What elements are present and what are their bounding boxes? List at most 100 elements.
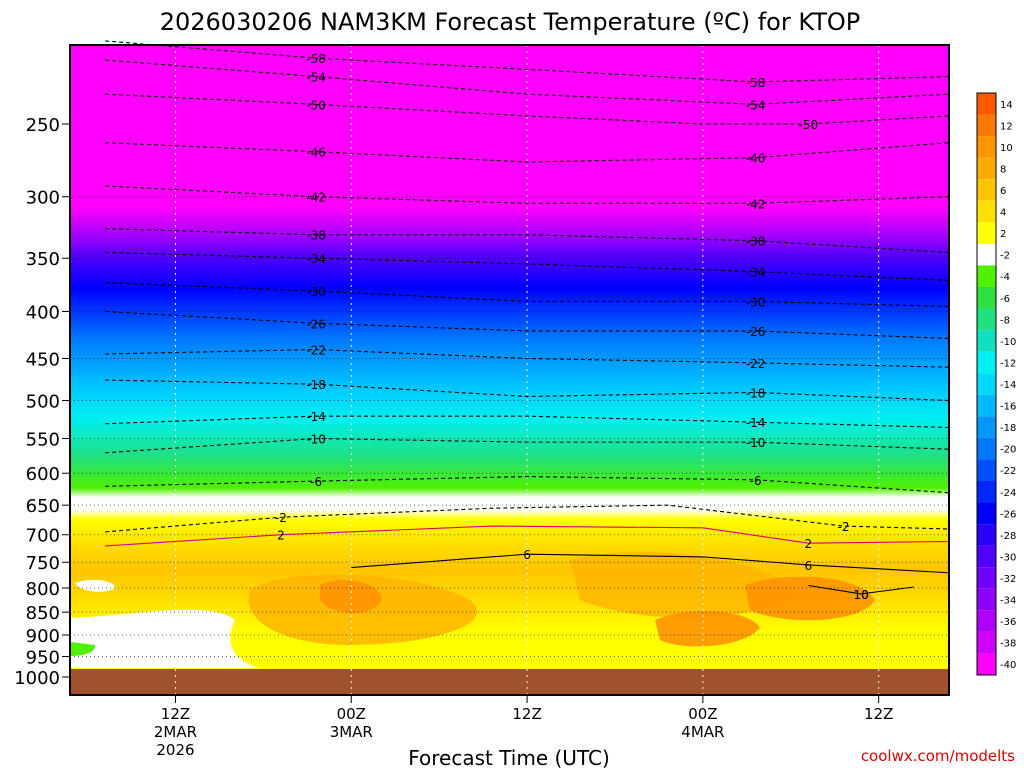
plot-border <box>69 44 950 696</box>
colorbar-label: -16 <box>1000 402 1016 413</box>
colorbar-swatch <box>977 351 996 374</box>
contour-line <box>105 228 950 254</box>
contour-label: -30 <box>746 295 766 309</box>
y-tick-label: 300 <box>26 188 60 209</box>
y-tick-label: 350 <box>26 249 60 270</box>
contour-line <box>105 504 950 533</box>
warm-pocket-2 <box>570 551 800 618</box>
colorbar-swatch <box>977 308 996 331</box>
contour-label: -54 <box>746 98 766 112</box>
x-tick-label: 12Z <box>864 705 893 723</box>
y-tick-label: 500 <box>26 392 60 413</box>
contour-line <box>105 142 950 163</box>
colorbar-legend: 14 12 10 8 6 4 2 -2 -4 -6 -8 -10 -12 -14 -16 -18 -20 -22 -… <box>976 92 1016 676</box>
contour-label: -14 <box>746 416 766 430</box>
contour-line <box>105 40 950 83</box>
x-tick-label: 00Z <box>688 705 717 723</box>
x-tick-label: 12Z <box>512 705 541 723</box>
colorbar-swatch <box>977 610 996 632</box>
colorbar-swatch <box>977 93 996 115</box>
colorbar-border <box>976 92 997 676</box>
y-tick-label: 800 <box>26 579 60 600</box>
colorbar-label: -40 <box>1000 660 1016 671</box>
contour-label: 10 <box>853 588 868 602</box>
warm-pocket-3 <box>745 576 875 621</box>
colorbar-swatch <box>977 545 996 568</box>
x-tick-label: 4MAR <box>681 723 724 741</box>
colorbar-label: 10 <box>1000 143 1013 154</box>
y-tick-label: 650 <box>26 496 60 517</box>
colorbar-swatch <box>977 567 996 589</box>
colorbar-swatch <box>977 243 996 266</box>
y-tick-label: 750 <box>26 553 60 574</box>
colorbar-swatch <box>977 136 996 158</box>
contour-line <box>105 281 950 308</box>
contour-label: -26 <box>306 317 326 331</box>
contour-line <box>105 379 950 402</box>
colorbar-label: -10 <box>1000 337 1016 348</box>
plot-area: -58 -58 -54 -54 -50 -50 -46 -46 -42 -42 -38 -38 -34 -… <box>69 40 950 696</box>
colorbar-swatch <box>977 524 996 546</box>
contour-label: -14 <box>306 410 326 424</box>
contour-label: -58 <box>746 76 766 90</box>
colorbar-swatch <box>977 394 996 417</box>
colorbar-swatch <box>977 588 996 611</box>
temperature-field <box>70 45 949 669</box>
colorbar-swatch <box>977 459 996 481</box>
contour-line <box>808 584 914 595</box>
contour-label: -6 <box>750 474 762 488</box>
colorbar-label: 12 <box>1000 121 1013 132</box>
contour-label: -34 <box>306 252 326 266</box>
colorbar-label: 2 <box>1000 229 1006 240</box>
contour-label: -42 <box>306 191 326 205</box>
contour-line <box>105 310 950 340</box>
contour-label: -54 <box>306 71 326 85</box>
contour-line <box>105 251 950 281</box>
contour-label: -18 <box>746 386 766 400</box>
gridlines <box>70 45 949 695</box>
ground-band <box>70 669 949 695</box>
colorbar-label: -36 <box>1000 617 1016 628</box>
contour-label: -38 <box>306 229 326 243</box>
contour-label: -46 <box>306 146 326 160</box>
contour-label: -22 <box>306 344 326 358</box>
colorbar-label: -4 <box>1000 272 1010 283</box>
contour-line <box>105 93 950 125</box>
colorbar-swatch <box>977 653 996 675</box>
y-axis: 2503003504004505005506006507007508008509… <box>14 115 70 689</box>
y-tick-label: 900 <box>26 626 60 647</box>
contour-label: -34 <box>746 266 766 280</box>
colorbar-label: -30 <box>1000 552 1016 563</box>
contour-label: 6 <box>805 559 813 573</box>
contour-label: -46 <box>746 152 766 166</box>
colorbar-label: -8 <box>1000 315 1010 326</box>
cold-pocket-1 <box>70 609 260 668</box>
contour-line <box>105 415 950 429</box>
contour-label: -22 <box>746 357 766 371</box>
colorbar-swatch <box>977 265 996 287</box>
contour-line <box>105 348 950 368</box>
contour-line <box>351 553 950 574</box>
contour-label: -38 <box>746 235 766 249</box>
y-tick-label: 1000 <box>14 668 60 689</box>
colorbar-label: 6 <box>1000 186 1006 197</box>
contour-label: -50 <box>799 118 819 132</box>
contour-label: -26 <box>746 325 766 339</box>
contour-line <box>105 185 950 204</box>
contour-label: 2 <box>805 537 813 551</box>
contour-label: -2 <box>275 511 287 525</box>
contour-label: -42 <box>746 197 766 211</box>
contour-label: -58 <box>306 52 326 66</box>
colorbar-label: -38 <box>1000 639 1016 650</box>
colorbar-label: -20 <box>1000 445 1016 456</box>
colorbar-swatch <box>977 157 996 180</box>
colorbar-label: -2 <box>1000 251 1010 262</box>
colorbar-swatch <box>977 179 996 201</box>
y-tick-label: 550 <box>26 430 60 451</box>
contour-label: 2 <box>277 529 285 543</box>
colorbar-swatch <box>977 502 996 525</box>
colorbar-label: -24 <box>1000 488 1016 499</box>
colorbar-label: -18 <box>1000 423 1016 434</box>
contour-lines: -58 -58 -54 -54 -50 -50 -46 -46 -42 -42 -38 -38 -34 -… <box>105 40 950 602</box>
